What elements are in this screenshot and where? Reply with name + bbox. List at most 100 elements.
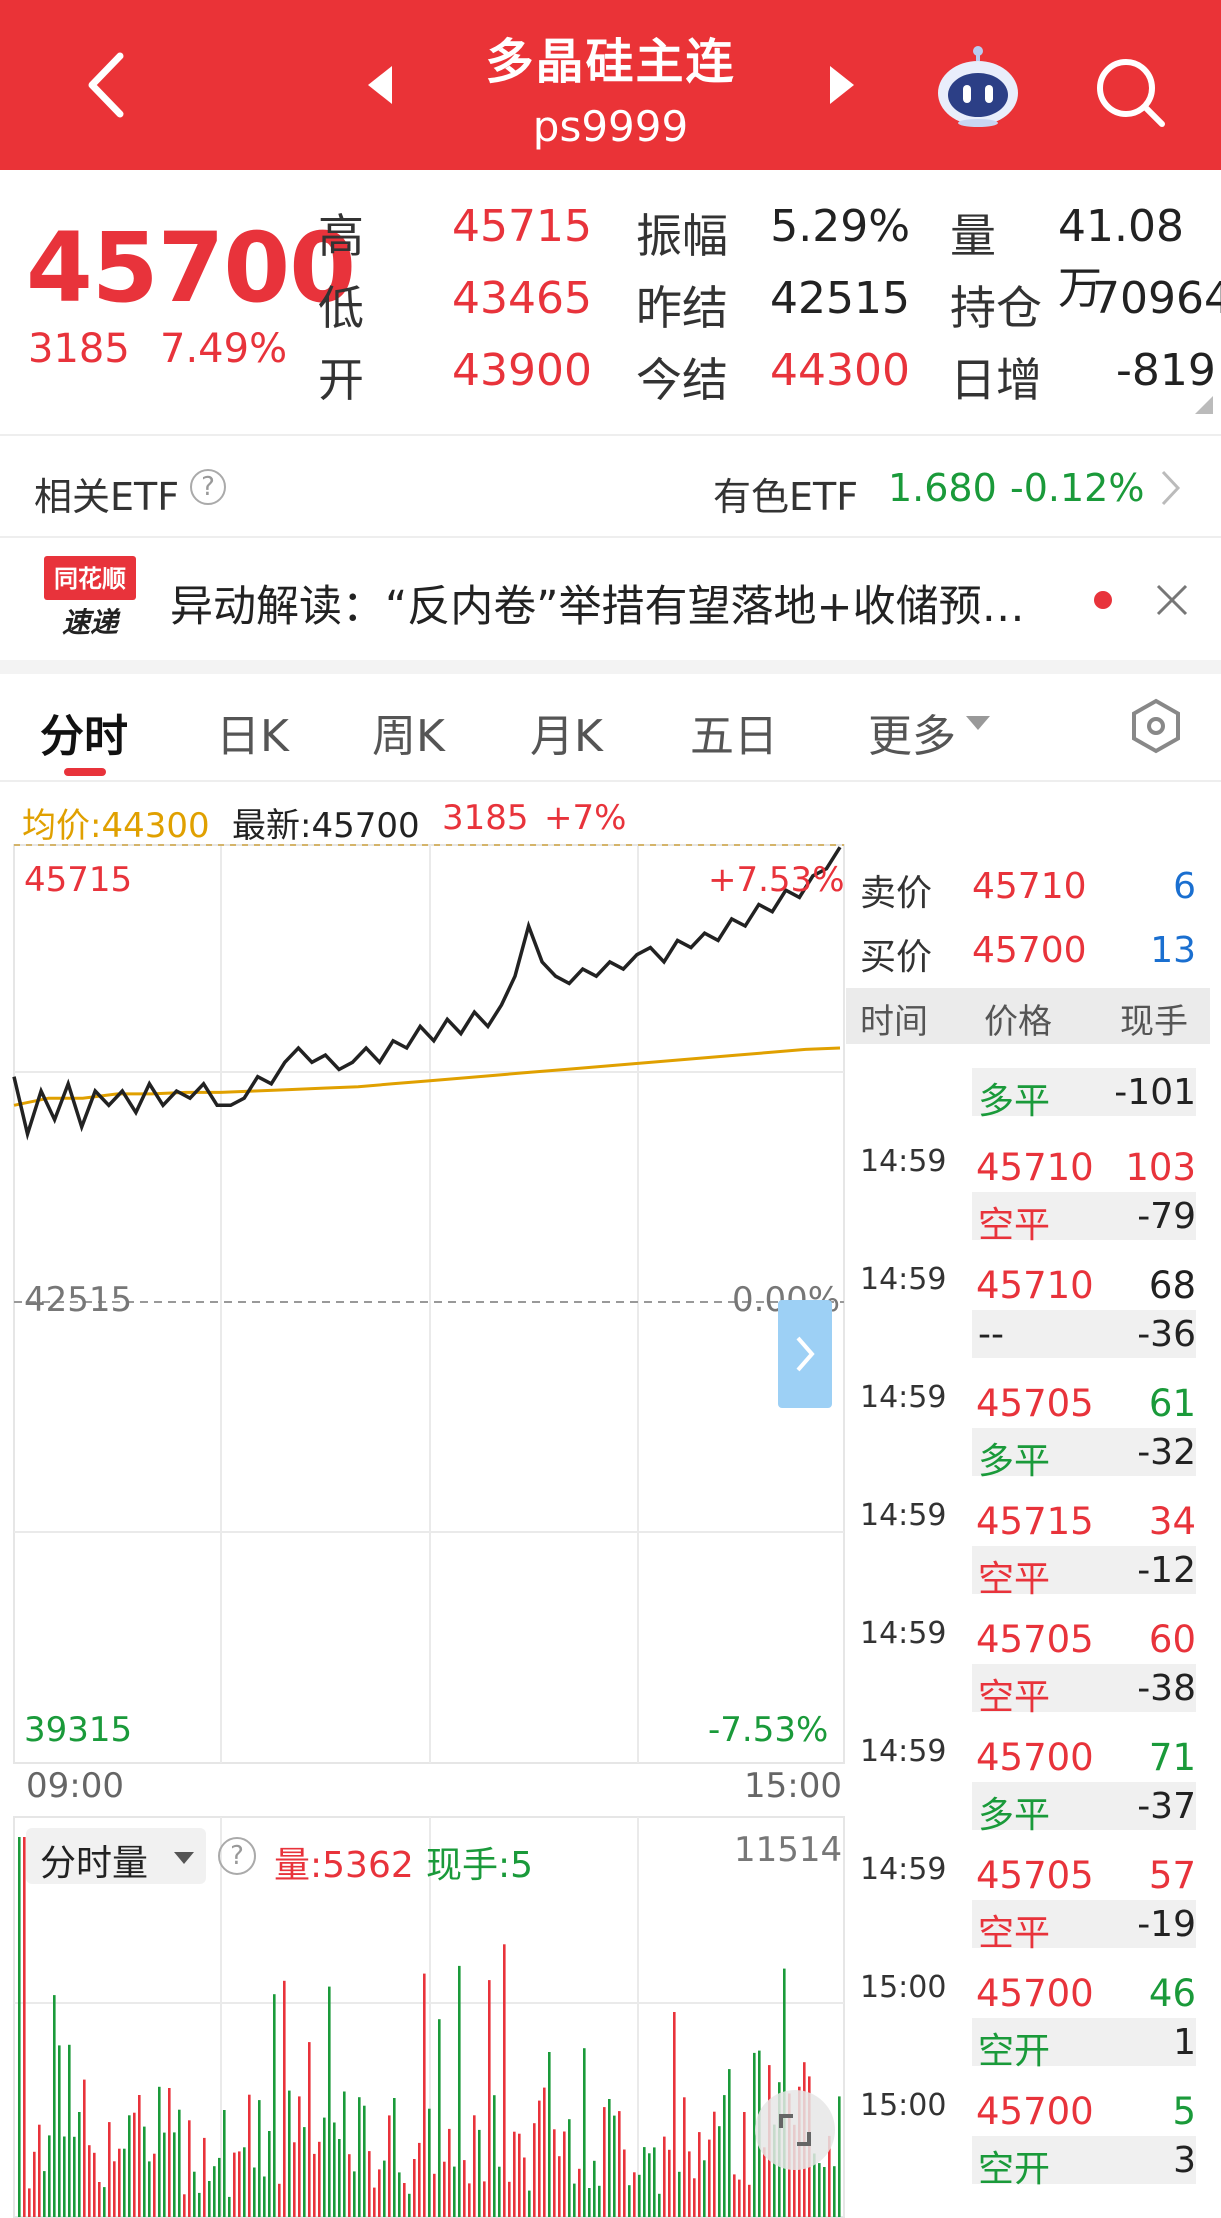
volume-bar	[108, 2122, 111, 2217]
tick-time: 14:59	[860, 1144, 947, 1179]
volume-bar	[113, 2161, 116, 2217]
volume-bar	[303, 2127, 306, 2217]
search-icon[interactable]	[1090, 52, 1170, 132]
tab-five-day[interactable]: 五日	[690, 711, 778, 762]
tick-oi-delta: -37	[1137, 1786, 1196, 1827]
tab-intraday[interactable]: 分时	[40, 711, 128, 762]
volume-bar	[373, 2187, 376, 2217]
time-axis-start: 09:00	[26, 1766, 124, 1806]
tick-hand: 68	[1148, 1264, 1196, 1307]
tab-monthly-k[interactable]: 月K	[530, 711, 603, 762]
volume-bar	[628, 2185, 631, 2217]
volume-bar	[618, 2111, 621, 2217]
volume-bar	[718, 2126, 721, 2217]
volume-bar	[633, 2172, 636, 2217]
next-contract-icon[interactable]	[822, 60, 862, 110]
tab-more[interactable]: 更多	[868, 711, 956, 762]
latest-price-label: 最新:45700	[232, 806, 420, 846]
volume-bar	[138, 2095, 141, 2217]
volume-bar	[708, 2139, 711, 2217]
help-icon[interactable]: ?	[218, 1837, 256, 1875]
ai-assistant-robot-icon[interactable]	[933, 45, 1023, 129]
tick-type: 空平	[978, 1913, 1051, 1954]
volume-bar	[433, 2173, 436, 2217]
volume-bar	[413, 2159, 416, 2217]
volume-bar	[58, 2045, 61, 2217]
volume-bar	[248, 2094, 251, 2217]
back-arrow-icon[interactable]	[78, 50, 138, 120]
ask-volume: 6	[1173, 866, 1196, 907]
volume-bar	[813, 2153, 816, 2217]
tab-daily-k[interactable]: 日K	[216, 711, 289, 762]
volume-bar	[148, 2161, 151, 2217]
help-icon[interactable]: ?	[190, 469, 226, 505]
volume-bar	[408, 2193, 411, 2217]
volume-bar	[463, 2160, 466, 2217]
amplitude-label: 振幅	[636, 209, 728, 263]
volume-bar	[68, 2044, 71, 2217]
etf-name[interactable]: 有色ETF	[713, 475, 859, 519]
volume-bar	[423, 1973, 426, 2217]
tick-price: 45705	[976, 1854, 1094, 1897]
tick-price: 45700	[976, 2090, 1094, 2133]
volume-bar	[443, 2161, 446, 2217]
volume-bar	[743, 2112, 746, 2217]
volume-bar	[548, 2052, 551, 2217]
tick-table-header: 时间 价格 现手	[846, 988, 1210, 1044]
fullscreen-button[interactable]	[755, 2090, 835, 2170]
volume-bar	[23, 1837, 26, 2217]
volume-bar	[603, 2107, 606, 2217]
volume-bar	[648, 2153, 651, 2217]
top-bar: 多晶硅主连 ps9999	[0, 0, 1221, 170]
tick-oi-delta: -79	[1137, 1196, 1196, 1237]
volume-bar	[573, 2183, 576, 2217]
expand-quote-corner-icon[interactable]	[1195, 396, 1213, 414]
volume-bar	[623, 2149, 626, 2217]
volume-type-selector[interactable]: 分时量	[26, 1828, 206, 1884]
price-change-pct: 7.49%	[160, 326, 288, 372]
chevron-right-icon	[796, 1336, 815, 1372]
volume-bar	[28, 2188, 31, 2217]
close-icon[interactable]	[1152, 580, 1192, 620]
caret-down-icon	[966, 716, 990, 730]
volume-bar	[128, 2115, 131, 2217]
volume-bar	[88, 2145, 91, 2217]
tick-type: 空开	[978, 2149, 1051, 2190]
contract-code: ps9999	[532, 102, 689, 151]
volume-bar	[383, 2160, 386, 2217]
expand-chart-tab[interactable]	[778, 1300, 832, 1408]
volume-bar	[213, 2166, 216, 2217]
average-price-line	[13, 1046, 841, 1107]
tick-price: 45710	[976, 1146, 1094, 1189]
volume-bar	[478, 2129, 481, 2217]
volume-bar	[103, 2187, 106, 2217]
volume-bar	[818, 2163, 821, 2217]
volume-bar	[283, 1980, 286, 2217]
tab-weekly-k[interactable]: 周K	[372, 711, 445, 762]
etf-change-pct: -0.12%	[1010, 466, 1145, 510]
tick-hand: 34	[1148, 1500, 1196, 1543]
tick-oi-delta: -19	[1137, 1904, 1196, 1945]
tick-type: 空平	[978, 1559, 1051, 1600]
previous-contract-icon[interactable]	[360, 60, 400, 110]
volume-bar	[293, 2142, 296, 2217]
open-value: 43900	[452, 345, 592, 396]
volume-bar	[318, 2141, 321, 2217]
volume-bar	[313, 2153, 316, 2217]
tick-price: 45705	[976, 1618, 1094, 1661]
tonghuashun-express-logo: 同花顺 速递	[44, 556, 136, 639]
chevron-right-icon[interactable]	[1158, 468, 1184, 508]
divider	[0, 536, 1221, 538]
volume-bar	[378, 2169, 381, 2217]
volume-bar	[168, 2088, 171, 2217]
news-headline[interactable]: 异动解读：“反内卷”举措有望落地+收储预…	[170, 582, 1025, 632]
volume-bar	[358, 2097, 361, 2217]
volume-bar	[658, 2193, 661, 2217]
volume-bar	[473, 2115, 476, 2217]
tick-oi-delta: 1	[1173, 2022, 1196, 2063]
tick-type: 多平	[978, 1441, 1051, 1482]
settings-hexagon-icon[interactable]	[1128, 698, 1184, 754]
volume-bar	[498, 2166, 501, 2217]
volume-bar	[588, 2188, 591, 2217]
column-price: 价格	[984, 1002, 1052, 1042]
